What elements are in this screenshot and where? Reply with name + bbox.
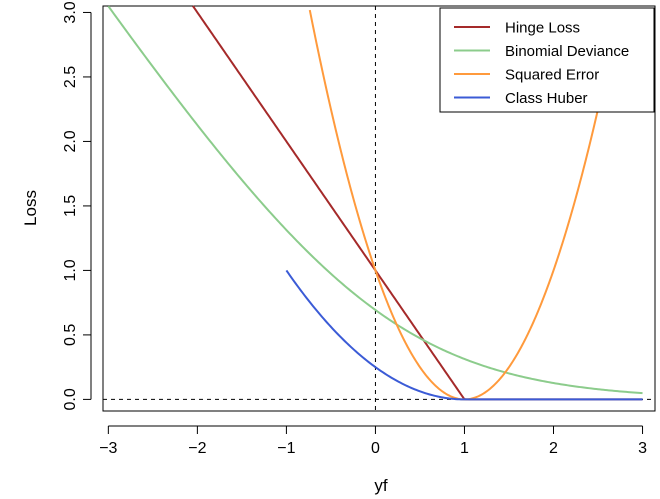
- x-axis-title: yf: [374, 476, 388, 495]
- legend-label: Class Huber: [505, 90, 588, 107]
- x-tick-label: 0: [371, 440, 380, 457]
- x-tick-label: −3: [99, 440, 117, 457]
- legend-label: Hinge Loss: [505, 20, 580, 37]
- legend-items: Hinge Loss Binomial Deviance Squared Error…: [454, 20, 629, 107]
- legend-label: Squared Error: [505, 67, 599, 84]
- series-layer: [107, 5, 643, 401]
- series-line-binomial-deviance: [107, 5, 643, 395]
- y-tick-label: 1.5: [62, 195, 79, 217]
- x-tick-label: 2: [549, 440, 558, 457]
- x-tick-label: 1: [460, 440, 469, 457]
- x-axis: −3 −2 −1 0 1 2 3: [99, 425, 647, 457]
- x-tick-label: −2: [188, 440, 206, 457]
- legend-label: Binomial Deviance: [505, 43, 629, 60]
- plot-frame: [102, 5, 656, 412]
- y-tick-label: 0.0: [62, 388, 79, 410]
- y-axis-title: Loss: [21, 190, 40, 226]
- y-tick-label: 3.0: [62, 1, 79, 23]
- y-tick-label: 2.0: [62, 130, 79, 152]
- y-axis: 0.0 0.5 1.0 1.5 2.0 2.5 3.0: [62, 1, 92, 411]
- plot-area: [102, 5, 656, 412]
- x-tick-label: −1: [277, 440, 295, 457]
- legend-box: [439, 7, 655, 113]
- series-line-class-huber: [285, 269, 643, 401]
- legend: Hinge Loss Binomial Deviance Squared Error…: [439, 7, 655, 113]
- y-tick-label: 2.5: [62, 66, 79, 88]
- y-tick-label: 0.5: [62, 324, 79, 346]
- y-tick-label: 1.0: [62, 259, 79, 281]
- x-tick-label: 3: [638, 440, 647, 457]
